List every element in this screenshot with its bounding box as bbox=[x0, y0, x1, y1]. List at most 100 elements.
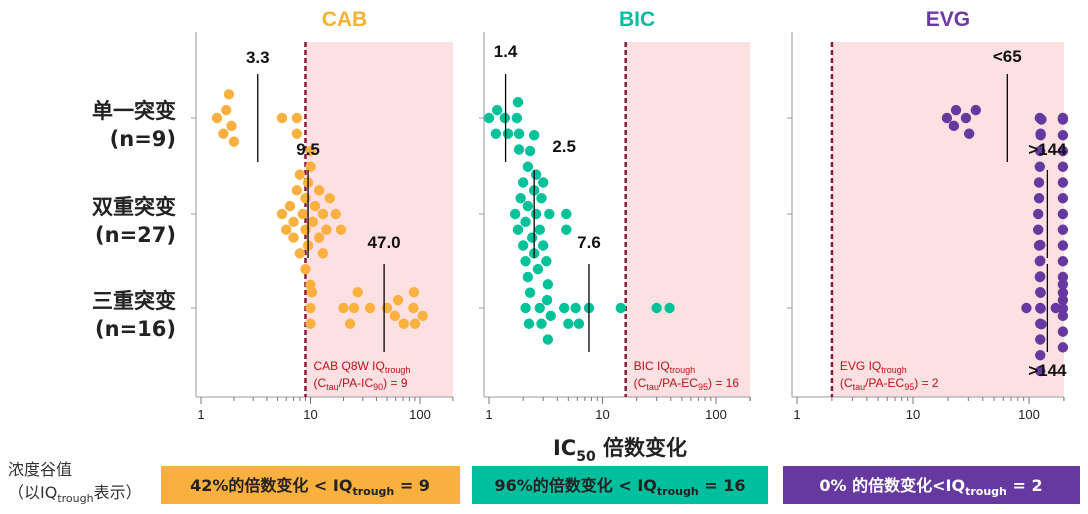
data-point-bic-double bbox=[512, 224, 524, 235]
above-threshold-region bbox=[831, 42, 1064, 397]
data-point-cab-double bbox=[324, 193, 335, 204]
data-point-bic-double bbox=[522, 271, 534, 283]
data-point-evg-triple bbox=[1035, 302, 1046, 314]
data-point-evg-triple bbox=[1035, 287, 1046, 298]
data-point-cab-double bbox=[297, 208, 308, 220]
data-point-cab-triple bbox=[408, 287, 420, 298]
data-point-evg-double bbox=[1057, 271, 1069, 283]
x-tick-label: 10 bbox=[303, 407, 317, 422]
row-labels: 单一突变 (n=9) 双重突变 (n=27) 三重突变 (n=16) bbox=[92, 99, 176, 341]
panel-title-evg: EVG bbox=[926, 8, 970, 31]
threshold-label-line2: (Ctau/PA-IC90) = 9 bbox=[313, 376, 407, 392]
x-tick-label: 100 bbox=[705, 407, 727, 422]
data-point-bic-double bbox=[517, 240, 529, 251]
threshold-label-line2: (Ctau/PA-EC95) = 2 bbox=[840, 376, 939, 392]
data-point-evg-double bbox=[1057, 114, 1069, 125]
row-label-triple: 三重突变 bbox=[92, 289, 176, 313]
data-point-bic-double bbox=[524, 145, 536, 157]
above-threshold-region bbox=[625, 42, 751, 397]
data-point-cab-double bbox=[313, 185, 325, 196]
data-point-evg-triple bbox=[1050, 302, 1061, 314]
data-point-bic-double bbox=[517, 177, 529, 188]
data-point-cab-triple bbox=[408, 302, 419, 314]
data-point-bic-triple bbox=[559, 302, 570, 314]
legend-box-bic: 96%的倍数变化 < IQtrough = 16 bbox=[472, 466, 768, 504]
data-point-cab-double bbox=[321, 224, 332, 235]
data-point-cab-single bbox=[221, 104, 232, 116]
data-point-evg-triple bbox=[1057, 326, 1069, 337]
data-point-bic-double bbox=[522, 161, 534, 172]
data-point-evg-double bbox=[1033, 177, 1045, 188]
panel-title-bic: BIC bbox=[619, 8, 655, 31]
svg-text:0% 的倍数变化<IQtrough = 2: 0% 的倍数变化<IQtrough = 2 bbox=[819, 476, 1042, 498]
x-tick-label: 10 bbox=[906, 407, 920, 422]
data-point-cab-triple bbox=[306, 287, 318, 298]
data-point-evg-double bbox=[1057, 145, 1069, 157]
data-point-evg-triple bbox=[1035, 365, 1046, 377]
median-label-triple: >144 bbox=[1028, 361, 1067, 380]
threshold-label-line1: EVG IQtrough bbox=[840, 359, 907, 375]
row-label-single: 单一突变 bbox=[92, 99, 176, 123]
data-point-cab-triple bbox=[364, 302, 376, 314]
data-point-cab-double bbox=[294, 248, 306, 259]
x-tick-label: 1 bbox=[485, 407, 492, 422]
data-point-bic-triple bbox=[541, 294, 553, 306]
data-point-bic-double bbox=[561, 224, 572, 235]
median-label-single: 1.4 bbox=[494, 42, 518, 61]
data-point-cab-single bbox=[226, 120, 237, 132]
data-point-cab-single bbox=[291, 112, 303, 124]
data-point-bic-double bbox=[537, 240, 549, 251]
data-point-bic-single bbox=[499, 112, 511, 124]
x-tick-label: 1 bbox=[197, 407, 204, 422]
data-point-bic-triple bbox=[523, 318, 535, 329]
median-label-single: <65 bbox=[993, 47, 1022, 66]
data-point-cab-double bbox=[335, 224, 347, 235]
legend-caption-line2: （以IQtrough表示） bbox=[8, 483, 142, 505]
data-point-cab-double bbox=[291, 185, 303, 196]
data-point-cab-triple bbox=[338, 302, 349, 314]
data-point-evg-double bbox=[1033, 193, 1045, 204]
data-point-evg-triple bbox=[1035, 239, 1046, 251]
data-point-cab-double bbox=[284, 200, 296, 212]
panel-bic: 1 10 100 BIC BIC IQtrough(Ctau/PA-EC95) = 16… bbox=[479, 8, 751, 422]
legend-box-cab: 42%的倍数变化 < IQtrough = 9 bbox=[161, 466, 460, 504]
data-point-bic-double bbox=[522, 200, 534, 212]
x-tick-label: 1 bbox=[793, 407, 800, 422]
data-point-evg-triple bbox=[1035, 271, 1046, 282]
data-point-cab-double bbox=[305, 161, 316, 172]
data-point-evg-single bbox=[941, 112, 953, 124]
data-point-cab-triple bbox=[389, 310, 401, 322]
data-point-cab-single bbox=[223, 89, 235, 100]
data-point-bic-double bbox=[520, 216, 531, 228]
threshold-label-line2: (Ctau/PA-EC95) = 16 bbox=[634, 376, 740, 392]
data-point-cab-double bbox=[288, 232, 299, 243]
data-point-cab-double bbox=[281, 224, 292, 235]
legend-box-evg: 0% 的倍数变化<IQtrough = 2 bbox=[783, 466, 1080, 504]
data-point-cab-triple bbox=[381, 302, 393, 314]
data-point-bic-double bbox=[509, 208, 521, 220]
data-point-bic-triple bbox=[542, 279, 554, 290]
data-point-evg-triple bbox=[1057, 294, 1069, 306]
data-point-bic-double bbox=[544, 208, 555, 220]
data-point-cab-double bbox=[288, 216, 299, 228]
data-point-bic-double bbox=[532, 263, 544, 275]
data-point-evg-double bbox=[1057, 224, 1069, 235]
data-point-bic-single bbox=[512, 97, 524, 108]
panel-title-cab: CAB bbox=[322, 8, 368, 31]
data-point-bic-triple bbox=[534, 302, 545, 314]
data-point-cab-single bbox=[291, 128, 303, 139]
data-point-bic-single bbox=[511, 112, 523, 124]
data-point-evg-single bbox=[963, 128, 975, 139]
data-point-evg-double bbox=[1057, 256, 1069, 267]
data-point-cab-single bbox=[211, 112, 223, 124]
data-point-cab-double bbox=[305, 145, 316, 157]
data-point-evg-double bbox=[1057, 177, 1069, 188]
data-point-bic-single bbox=[502, 128, 514, 139]
data-point-evg-double bbox=[1032, 208, 1044, 220]
data-point-cab-double bbox=[317, 248, 329, 259]
data-point-evg-single bbox=[960, 112, 972, 124]
data-point-bic-triple bbox=[651, 302, 662, 314]
data-point-cab-triple bbox=[305, 318, 316, 329]
data-point-evg-triple bbox=[1035, 255, 1046, 266]
